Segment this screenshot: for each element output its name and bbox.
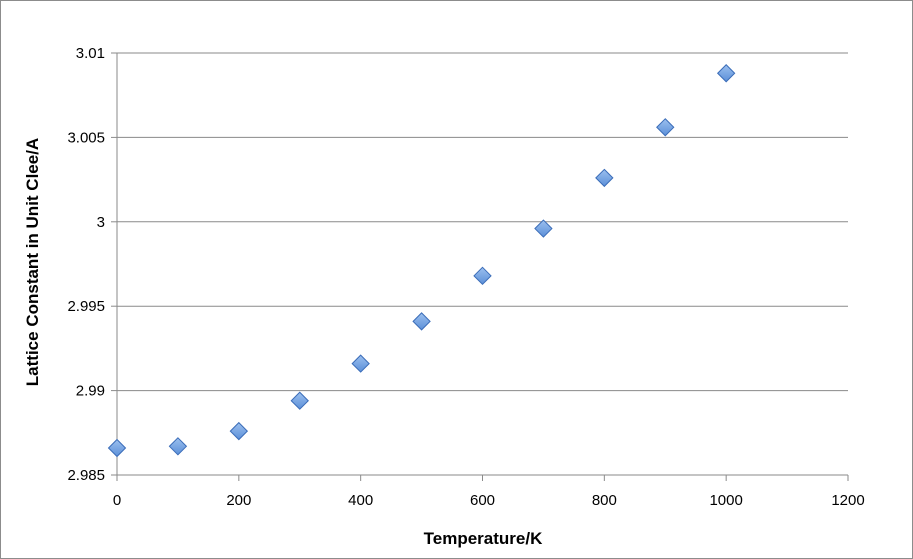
data-point-marker <box>107 438 127 458</box>
data-point-marker <box>412 312 431 331</box>
data-point-marker <box>656 118 675 137</box>
y-tick-label: 3 <box>97 214 105 231</box>
x-tick-label: 0 <box>113 492 121 509</box>
y-tick-label: 2.985 <box>67 467 105 484</box>
x-tick-label: 200 <box>226 492 251 509</box>
x-tick-label: 800 <box>592 492 617 509</box>
x-tick-label: 1200 <box>831 492 864 509</box>
data-point-marker <box>534 219 553 238</box>
axis-layer <box>111 52 849 481</box>
marker-layer <box>107 64 736 458</box>
y-tick-label: 3.01 <box>76 45 105 62</box>
data-point-marker <box>473 266 492 286</box>
data-point-marker <box>290 391 309 410</box>
x-tick-label: 600 <box>470 492 495 509</box>
grid-layer <box>117 52 848 392</box>
data-point-marker <box>229 421 249 441</box>
x-tick-label: 400 <box>348 492 373 509</box>
data-point-marker <box>168 437 188 456</box>
data-point-marker <box>351 354 370 373</box>
y-tick-label: 3.005 <box>67 129 105 146</box>
y-tick-label: 2.995 <box>67 298 105 315</box>
tick-label-layer: 2.985 2.99 2.995 3 3.005 3.01 0 200 400 600 800 100… <box>67 45 864 509</box>
data-point-marker <box>716 64 736 83</box>
y-tick-label: 2.99 <box>76 383 105 400</box>
data-point-marker <box>595 168 614 188</box>
x-axis-title: Temperature/K <box>424 529 543 548</box>
y-axis-title: Lattice Constant in Unit Clee/A <box>23 138 42 386</box>
x-tick-label: 1000 <box>709 492 742 509</box>
